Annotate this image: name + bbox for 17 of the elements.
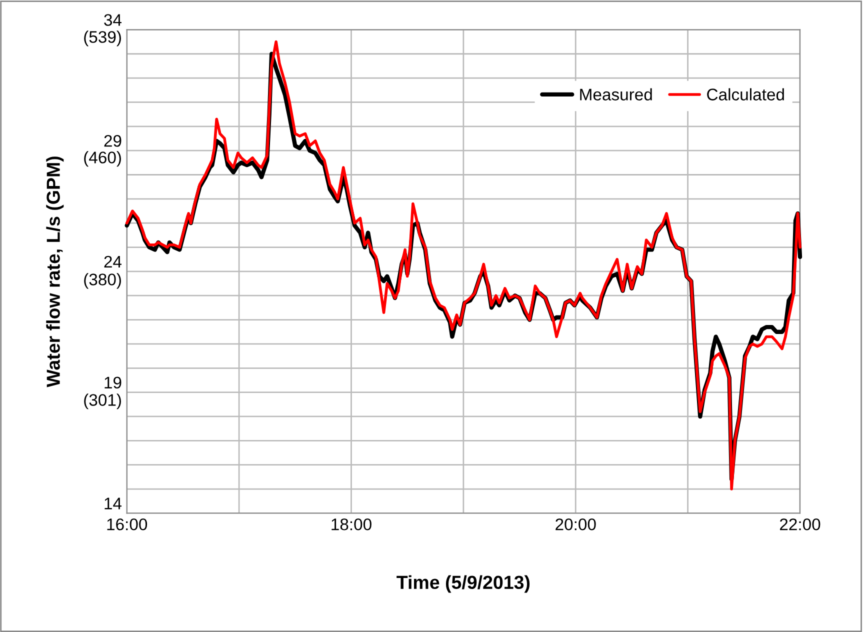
- x-axis-title: Time (5/9/2013): [396, 575, 530, 593]
- y-tick-label: 34: [104, 14, 122, 26]
- y2-axis-title: Water flow rate, L/s (GPM): [46, 156, 64, 388]
- y-tick-label: 24: [104, 256, 122, 268]
- x-tick-label: 20:00: [556, 518, 596, 530]
- y2-tick-label: (301): [84, 394, 121, 410]
- x-tick-label: 22:00: [780, 518, 820, 530]
- y-tick-label: 29: [104, 134, 122, 147]
- y-tick-label: 19: [104, 376, 122, 389]
- x-tick-label: 18:00: [332, 518, 372, 530]
- y2-tick-label: (539): [84, 30, 121, 46]
- legend-label: Calculated: [707, 88, 784, 100]
- x-tick-label: 16:00: [107, 518, 148, 530]
- y2-tick-label: (380): [84, 273, 121, 289]
- legend-label: Measured: [580, 88, 652, 100]
- y-tick-label: 14: [104, 498, 122, 510]
- y2-tick-label: (460): [84, 151, 121, 167]
